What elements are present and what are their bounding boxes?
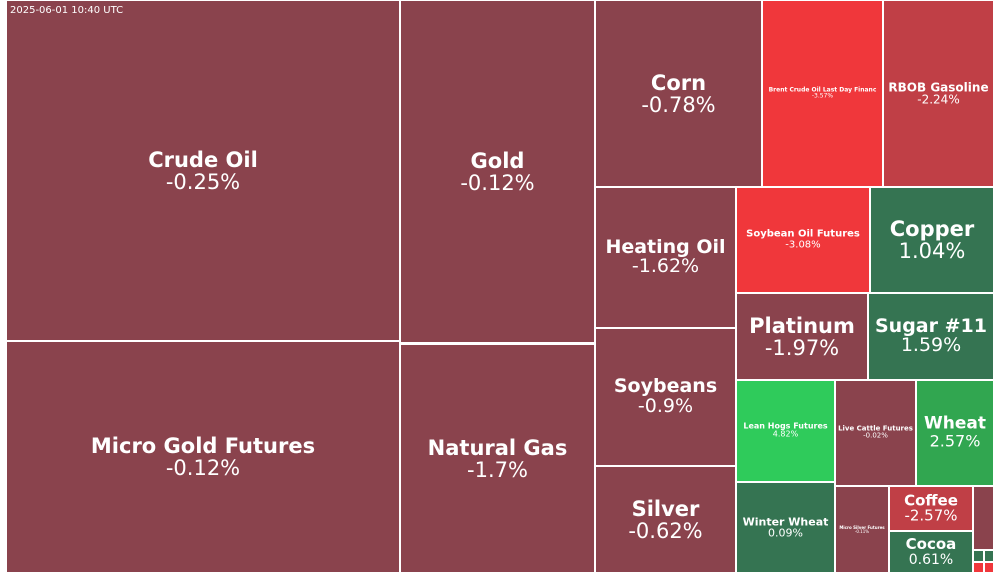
tile-change: -0.78% — [641, 92, 716, 117]
tile-change: 1.04% — [898, 239, 966, 263]
tile-change: 0.61% — [908, 551, 954, 568]
tile-tiny-unlabeled[interactable] — [974, 563, 983, 572]
tile-name: Copper — [889, 216, 975, 241]
tile-heating-oil[interactable]: Heating Oil -1.62% — [596, 188, 735, 327]
tile-micro-silver-futures[interactable]: Micro Silver Futures -0.11% — [836, 487, 888, 572]
tile-change: -0.62% — [628, 518, 703, 543]
tile-name: Natural Gas — [427, 435, 568, 460]
tile-rbob-gasoline[interactable]: RBOB Gasoline -2.24% — [884, 1, 993, 186]
tile-live-cattle-futures[interactable]: Live Cattle Futures -0.02% — [836, 381, 915, 485]
tile-change: -2.57% — [904, 506, 958, 525]
tile-change: 2.57% — [929, 431, 981, 451]
tile-change: -0.11% — [854, 528, 870, 534]
tile-sugar-11[interactable]: Sugar #11 1.59% — [869, 294, 993, 379]
tile-brent-crude-oil[interactable]: Brent Crude Oil Last Day Financ -3.57% — [763, 1, 882, 186]
tile-change: -3.57% — [811, 92, 834, 100]
tile-tiny-unlabeled[interactable] — [974, 551, 983, 561]
tile-change: -0.25% — [165, 169, 241, 194]
tile-name: Winter Wheat — [742, 514, 829, 528]
tile-name: Gold — [470, 148, 525, 173]
tile-name: Heating Oil — [605, 235, 726, 258]
tile-name: Live Cattle Futures — [838, 424, 913, 433]
tile-lean-hogs-futures[interactable]: Lean Hogs Futures 4.82% — [737, 381, 834, 481]
tile-name: Soybean Oil Futures — [746, 228, 860, 240]
tile-name: Coffee — [904, 490, 958, 509]
tile-name: Cocoa — [905, 534, 957, 553]
tile-change: -1.7% — [467, 457, 528, 482]
tile-crude-oil[interactable]: Crude Oil -0.25% — [7, 1, 399, 340]
tile-name: Brent Crude Oil Last Day Financ — [768, 86, 877, 94]
tile-soybean-oil-futures[interactable]: Soybean Oil Futures -3.08% — [737, 188, 869, 292]
tile-change: -2.24% — [917, 92, 960, 107]
tile-change: -0.9% — [637, 395, 694, 417]
tile-name: Micro Gold Futures — [90, 433, 316, 458]
tile-name: Crude Oil — [148, 147, 258, 172]
tile-small-unlabeled[interactable] — [974, 487, 993, 549]
tile-change: -3.08% — [785, 239, 821, 250]
tile-name: Soybeans — [613, 375, 718, 398]
tile-name: Corn — [650, 70, 707, 95]
tile-change: -0.02% — [863, 432, 888, 440]
tile-soybeans[interactable]: Soybeans -0.9% — [596, 329, 735, 465]
tile-platinum[interactable]: Platinum -1.97% — [737, 294, 867, 379]
tile-wheat[interactable]: Wheat 2.57% — [917, 381, 993, 485]
tile-natural-gas[interactable]: Natural Gas -1.7% — [401, 345, 594, 572]
tile-name: Silver — [631, 496, 700, 521]
tile-gold[interactable]: Gold -0.12% — [401, 1, 594, 342]
tile-change: 4.82% — [772, 430, 799, 439]
tile-tiny-unlabeled[interactable] — [985, 563, 993, 572]
tile-name: Platinum — [749, 313, 855, 338]
tile-winter-wheat[interactable]: Winter Wheat 0.09% — [737, 483, 834, 572]
tile-silver[interactable]: Silver -0.62% — [596, 467, 735, 572]
tile-corn[interactable]: Corn -0.78% — [596, 1, 761, 186]
tile-name: Micro Silver Futures — [839, 524, 885, 530]
tile-name: Wheat — [924, 413, 986, 434]
tile-cocoa[interactable]: Cocoa 0.61% — [890, 532, 972, 572]
tile-change: 1.59% — [900, 334, 962, 357]
tile-name: RBOB Gasoline — [888, 79, 989, 94]
tile-change: -0.12% — [165, 456, 241, 480]
tile-change: -0.12% — [460, 170, 535, 195]
tile-name: Sugar #11 — [875, 314, 987, 337]
timestamp: 2025-06-01 10:40 UTC — [10, 5, 124, 16]
tile-change: -1.62% — [631, 255, 700, 278]
tile-coffee[interactable]: Coffee -2.57% — [890, 487, 972, 530]
tile-micro-gold-futures[interactable]: Micro Gold Futures -0.12% — [7, 342, 399, 572]
tile-change: -1.97% — [764, 335, 840, 360]
tile-tiny-unlabeled[interactable] — [985, 551, 993, 561]
tile-change: 0.09% — [768, 526, 803, 540]
tile-name: Lean Hogs Futures — [743, 421, 828, 431]
tile-copper[interactable]: Copper 1.04% — [871, 188, 993, 292]
